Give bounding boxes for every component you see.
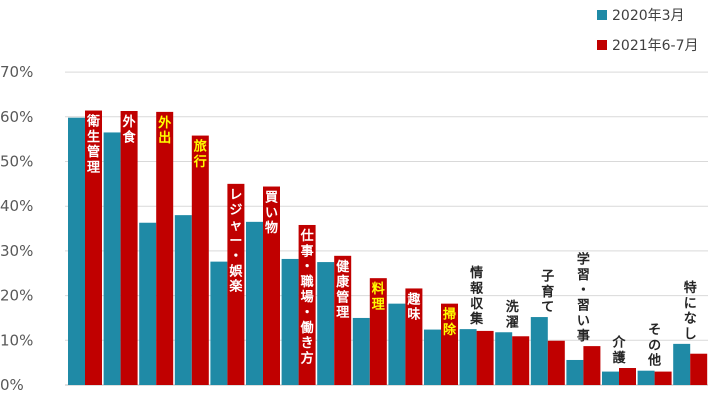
y-tick-label: 50% — [0, 153, 33, 171]
category-label: レジャー・娯楽 — [228, 188, 243, 295]
bar-2020-03 — [210, 261, 228, 385]
category-label: 介護 — [611, 335, 626, 366]
bar-2020-03 — [459, 329, 477, 385]
bar-2021-06-07 — [263, 186, 280, 385]
y-tick-label: 30% — [0, 242, 33, 260]
bar-2021-06-07 — [120, 110, 138, 385]
bar-2021-06-07 — [405, 288, 423, 385]
category-label: 学習・習い事 — [577, 252, 590, 345]
bar-2021-06-07 — [227, 183, 245, 385]
bar-2021-06-07 — [690, 353, 708, 385]
bar-2021-06-07 — [85, 110, 102, 386]
bar-2020-03 — [246, 221, 263, 385]
bar-2021-06-07 — [298, 224, 316, 385]
category-label: 料理 — [372, 281, 385, 312]
bar-2020-03 — [495, 332, 513, 385]
bar-2020-03 — [530, 317, 548, 385]
category-label: 外出 — [157, 115, 171, 146]
y-tick-label: 40% — [0, 197, 33, 215]
category-label: 情報収集 — [469, 265, 484, 327]
bar-2021-06-07 — [583, 346, 601, 385]
bar-2021-06-07 — [547, 340, 565, 385]
bar-2020-03 — [174, 215, 192, 385]
category-label: 趣味 — [406, 291, 421, 322]
bar-2021-06-07 — [441, 303, 458, 385]
category-label: 衛生管理 — [86, 114, 100, 176]
bars — [68, 110, 708, 386]
category-label: 旅行 — [193, 139, 207, 170]
category-label: 買い物 — [265, 191, 278, 237]
legend-label: 2020年3月 — [612, 8, 685, 24]
y-tick-label: 60% — [0, 108, 33, 126]
bar-2020-03 — [281, 258, 299, 385]
category-label: その他 — [647, 323, 661, 369]
bar-2020-03 — [103, 132, 121, 385]
bar-2021-06-07 — [654, 371, 672, 385]
y-tick-label: 20% — [0, 287, 33, 305]
y-axis-labels: 0% 10% 20% 30% 40% 50% 60% 70% — [0, 63, 33, 394]
category-label: 掃除 — [443, 307, 457, 338]
category-label: 健康管理 — [336, 259, 350, 321]
y-tick-label: 70% — [0, 63, 33, 81]
category-label: 外食 — [122, 114, 137, 145]
category-label: 特になし — [684, 280, 697, 342]
bar-2020-03 — [317, 262, 335, 385]
category-label: 仕事・職場・働き方 — [300, 228, 314, 366]
bar-2021-06-07 — [476, 330, 494, 385]
bar-2020-03 — [602, 371, 619, 385]
bar-2020-03 — [139, 222, 157, 385]
y-tick-label: 0% — [0, 376, 24, 394]
legend: 2020年3月 2021年6-7月 — [597, 8, 699, 54]
category-label: 洗濯 — [506, 299, 519, 330]
bar-2020-03 — [388, 303, 406, 385]
legend-label: 2021年6-7月 — [612, 38, 699, 54]
bar-2020-03 — [424, 329, 441, 385]
bar-2020-03 — [673, 343, 691, 385]
bar-2020-03 — [68, 117, 85, 385]
bar-2021-06-07 — [191, 135, 209, 385]
legend-swatch — [597, 40, 607, 50]
bar-2021-06-07 — [369, 278, 387, 385]
bar-2020-03 — [566, 359, 584, 385]
bar-2021-06-07 — [619, 368, 636, 385]
bar-2021-06-07 — [512, 336, 530, 385]
bar-2021-06-07 — [334, 255, 352, 385]
legend-swatch — [597, 10, 607, 20]
category-label: 子育て — [541, 269, 554, 315]
bar-2020-03 — [352, 317, 370, 385]
bar-2021-06-07 — [156, 111, 174, 386]
bar-2020-03 — [637, 370, 655, 385]
y-tick-label: 10% — [0, 331, 33, 349]
